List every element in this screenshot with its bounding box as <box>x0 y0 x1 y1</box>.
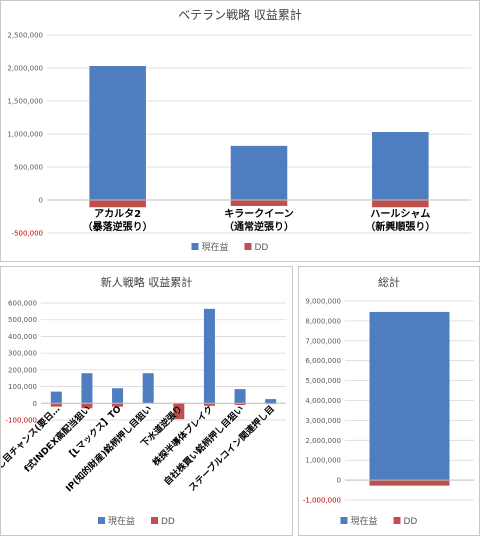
legend-label: DD <box>161 517 175 527</box>
y-tick-label: 5,000,000 <box>305 377 341 385</box>
total-panel: 総計 -1,000,000 0 1,000,000 2,000,000 3,000,000… <box>298 266 480 536</box>
y-tick-label: -1,000,000 <box>303 497 341 505</box>
y-tick-label: 1,000,000 <box>7 131 43 139</box>
profit-bar <box>265 399 277 404</box>
y-tick-label: 500,000 <box>14 164 43 172</box>
dd-bar <box>372 200 429 208</box>
y-tick-label: 600,000 <box>8 300 37 308</box>
profit-bar <box>230 145 288 200</box>
y-tick-label: 300,000 <box>8 350 37 358</box>
y-tick-label: 200,000 <box>8 366 37 374</box>
chart-title: ベテラン戦略 収益累計 <box>178 7 302 22</box>
newcomer-strategy-panel: 新人戦略 収益累計 -100,000 0 100,000 200,000 300,000 4… <box>0 266 293 536</box>
category-label: （新興順張り） <box>365 220 435 233</box>
y-tick-label: 1,500,000 <box>7 98 43 106</box>
category-label: キラークイーン <box>224 208 294 220</box>
y-tick-label: 500,000 <box>8 316 37 324</box>
category-label: （暴落逆張り） <box>83 220 153 233</box>
dd-bar <box>50 403 62 407</box>
y-tick-label: 7,000,000 <box>305 337 341 345</box>
dd-bar <box>81 403 93 409</box>
chart-title: 新人戦略 収益累計 <box>101 275 193 289</box>
category-label: 【Lマックス】TO <box>64 403 124 463</box>
veteran-strategy-panel: ベテラン戦略 収益累計 -500,000 0 500,000 1,000,000 1,50… <box>0 0 480 262</box>
dd-bar <box>369 480 450 486</box>
y-tick-label: 8,000,000 <box>305 317 341 325</box>
total-chart: 総計 -1,000,000 0 1,000,000 2,000,000 3,000,000… <box>303 275 474 527</box>
y-tick-label: 9,000,000 <box>305 298 341 306</box>
y-tick-label: 6,000,000 <box>305 357 341 365</box>
profit-bar <box>112 388 124 404</box>
legend-swatch <box>191 243 199 250</box>
category-label: アカルタ2 <box>94 208 141 220</box>
profit-bar <box>81 373 93 404</box>
y-tick-label: 0 <box>39 197 43 205</box>
legend-label: DD <box>404 517 418 527</box>
category-label: ハールシャム <box>370 208 430 220</box>
legend-label: DD <box>255 243 269 253</box>
legend-label: 現在益 <box>351 515 378 527</box>
y-tick-label: 0 <box>337 477 341 485</box>
y-tick-label: 4,000,000 <box>305 397 341 405</box>
y-tick-label: 3,000,000 <box>305 417 341 425</box>
y-tick-label: 2,500,000 <box>7 32 43 40</box>
legend-swatch <box>393 517 401 524</box>
legend-swatch <box>151 517 158 524</box>
dd-bar <box>230 200 288 206</box>
legend-label: 現在益 <box>202 241 229 253</box>
dd-bar <box>89 200 146 208</box>
y-tick-label: 0 <box>33 400 37 408</box>
y-tick-label: -500,000 <box>12 230 43 238</box>
profit-bar <box>50 391 62 404</box>
y-tick-label: 1,000,000 <box>305 457 341 465</box>
legend-swatch <box>98 517 105 524</box>
category-label: （通常逆張り） <box>224 220 294 233</box>
chart-title: 総計 <box>378 275 400 289</box>
profit-bar <box>203 308 215 404</box>
y-tick-label: 2,000,000 <box>305 437 341 445</box>
dd-bar <box>112 403 124 407</box>
dd-bar <box>203 403 215 406</box>
y-tick-label: 2,000,000 <box>7 65 43 73</box>
y-tick-label: 100,000 <box>8 383 37 391</box>
profit-bar <box>369 311 450 481</box>
y-tick-label: 400,000 <box>8 333 37 341</box>
profit-bar <box>89 66 146 201</box>
newcomer-strategy-chart: 新人戦略 収益累計 -100,000 0 100,000 200,000 300,000 4… <box>1 275 286 527</box>
y-tick-label: -100,000 <box>6 417 37 425</box>
profit-bar <box>372 132 429 200</box>
legend-swatch <box>340 517 348 524</box>
legend-swatch <box>244 243 252 250</box>
profit-bar <box>234 389 246 404</box>
legend-label: 現在益 <box>108 515 135 527</box>
profit-bar <box>142 373 154 404</box>
dd-bar <box>173 403 185 420</box>
dd-bar <box>234 403 246 405</box>
veteran-strategy-chart: ベテラン戦略 収益累計 -500,000 0 500,000 1,000,000 1,50… <box>7 7 471 253</box>
